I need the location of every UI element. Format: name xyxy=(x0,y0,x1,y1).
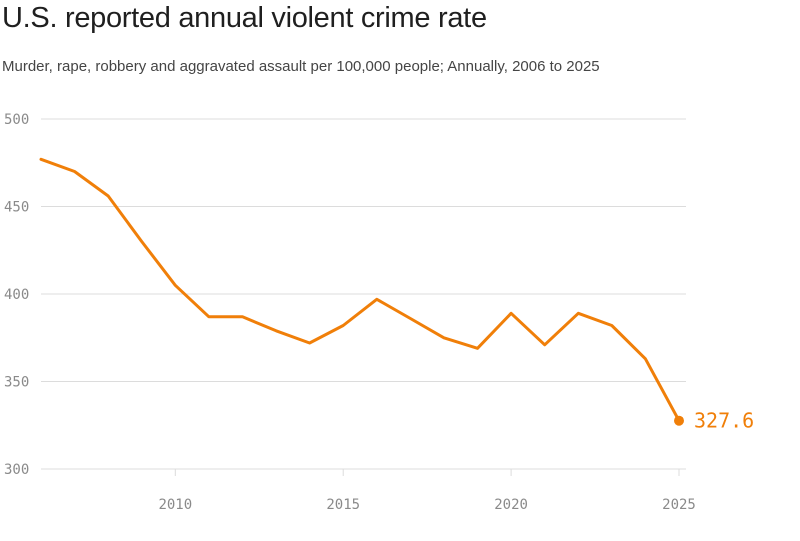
x-tick-label-2010: 2010 xyxy=(158,497,192,513)
y-axis-ticks: 500 450 400 350 300 xyxy=(4,112,29,478)
chart-subtitle: Murder, rape, robbery and aggravated ass… xyxy=(2,58,600,75)
chart-title: U.S. reported annual violent crime rate xyxy=(2,2,487,34)
end-point-marker xyxy=(674,415,684,426)
x-axis-ticks: 2010 2015 2020 2025 xyxy=(158,469,696,513)
end-value-label: 327.6 xyxy=(694,409,754,433)
y-tick-label-300: 300 xyxy=(4,462,29,478)
x-tick-label-2015: 2015 xyxy=(326,497,360,513)
x-tick-label-2025: 2025 xyxy=(662,497,696,513)
y-tick-label-400: 400 xyxy=(4,287,29,303)
series-line-0 xyxy=(39,157,681,423)
gridlines xyxy=(41,118,686,470)
x-tick-label-2020: 2020 xyxy=(494,497,528,513)
y-tick-label-450: 450 xyxy=(4,200,29,216)
y-tick-label-350: 350 xyxy=(4,375,29,391)
series-layer: 327.6 xyxy=(39,157,754,433)
y-tick-label-500: 500 xyxy=(4,112,29,128)
